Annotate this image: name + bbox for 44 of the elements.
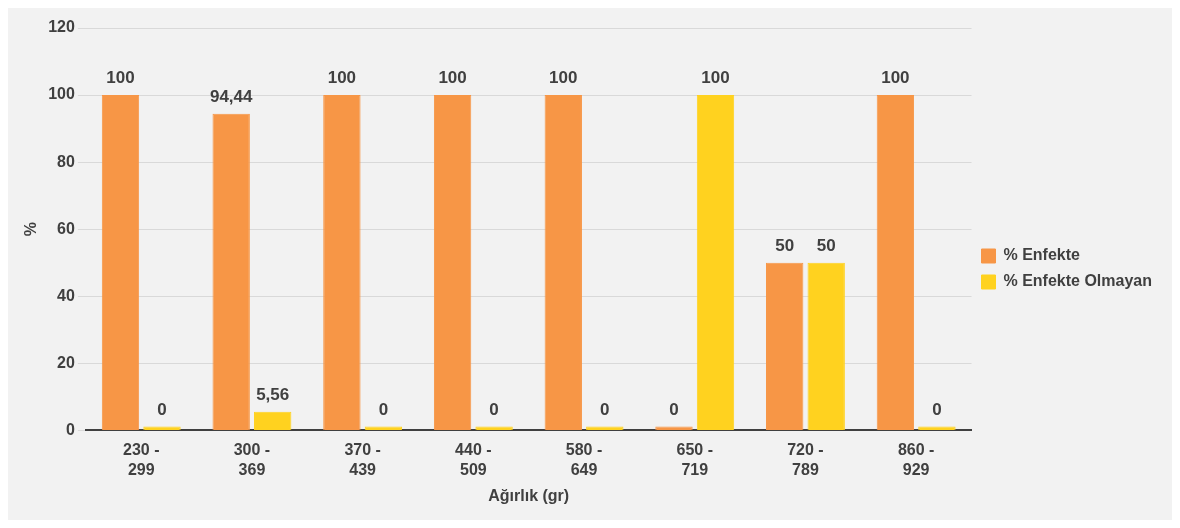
bar	[876, 95, 915, 430]
y-tick-label: 100	[48, 85, 75, 103]
y-axis-title: %	[22, 222, 40, 237]
y-tick-label: 0	[65, 420, 75, 438]
data-label: 5,56	[256, 384, 290, 404]
x-tick-label: 300 - 369	[233, 441, 271, 478]
y-tick-label: 20	[57, 353, 75, 371]
y-tick-label: 40	[57, 286, 75, 304]
y-tick-label: 60	[57, 219, 75, 237]
data-label: 100	[881, 68, 910, 88]
data-label: 100	[327, 68, 357, 88]
y-tick-label: 120	[48, 18, 75, 36]
data-label: 100	[106, 68, 135, 88]
bar	[807, 262, 845, 430]
bar	[766, 262, 804, 430]
data-label: 100	[701, 68, 730, 88]
bar	[433, 95, 472, 430]
data-label: 0	[669, 399, 679, 419]
data-label: 0	[378, 399, 389, 419]
data-label: 94,44	[209, 86, 253, 106]
data-label: 0	[932, 399, 942, 419]
bar	[101, 95, 140, 430]
x-tick-label: 230 - 299	[123, 441, 160, 478]
data-label: 50	[775, 235, 795, 255]
x-tick-label: 650 - 719	[676, 441, 713, 478]
x-tick-label: 860 - 929	[897, 441, 935, 478]
legend-label: % Enfekte	[1003, 246, 1081, 264]
data-label: 100	[549, 68, 578, 88]
data-label: 100	[438, 68, 467, 88]
bar	[696, 95, 735, 430]
bar	[323, 95, 361, 430]
x-axis-title: Ağırlık (gr)	[488, 486, 570, 504]
x-tick-label: 720 - 789	[787, 441, 824, 478]
data-label: 50	[816, 235, 836, 255]
x-tick-label: 370 - 439	[344, 441, 381, 478]
bar	[544, 95, 582, 430]
legend-label: % Enfekte Olmayan	[1003, 272, 1152, 290]
data-label: 0	[489, 399, 499, 419]
x-tick-label: 580 - 649	[565, 441, 603, 478]
x-tick-label: 440 - 509	[455, 441, 492, 478]
bar	[212, 113, 250, 430]
y-tick-label: 80	[57, 152, 75, 170]
data-label: 0	[157, 399, 167, 419]
data-label: 0	[600, 399, 610, 419]
